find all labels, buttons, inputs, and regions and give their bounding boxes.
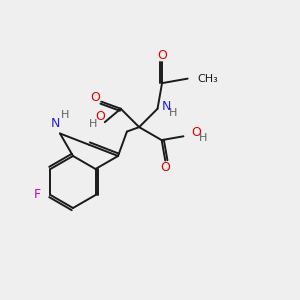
Text: N: N: [50, 117, 60, 130]
Text: O: O: [95, 110, 105, 123]
Text: O: O: [157, 49, 167, 62]
Text: O: O: [191, 126, 201, 139]
Text: H: H: [88, 119, 97, 129]
Text: H: H: [169, 108, 178, 118]
Text: O: O: [90, 91, 100, 104]
Text: O: O: [160, 161, 170, 174]
Text: N: N: [161, 100, 171, 113]
Text: CH₃: CH₃: [198, 74, 218, 84]
Text: F: F: [34, 188, 41, 202]
Text: H: H: [199, 133, 208, 143]
Text: H: H: [61, 110, 69, 121]
